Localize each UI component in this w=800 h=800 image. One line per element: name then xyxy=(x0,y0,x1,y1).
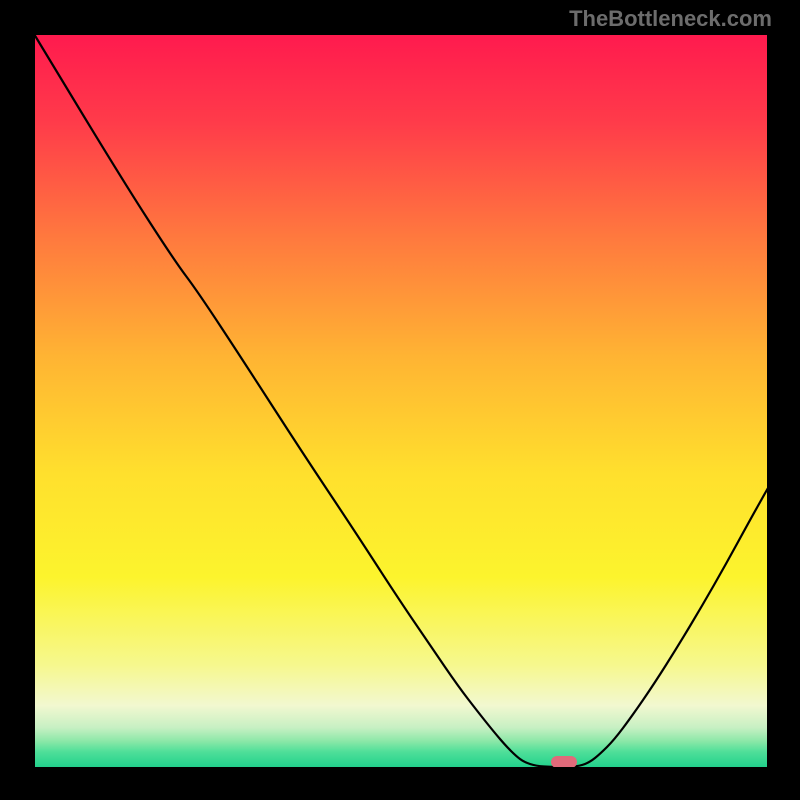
chart-svg xyxy=(0,0,800,800)
optimal-marker xyxy=(551,756,577,768)
watermark-text: TheBottleneck.com xyxy=(569,6,772,32)
bottleneck-chart: TheBottleneck.com xyxy=(0,0,800,800)
plot-background xyxy=(34,34,768,768)
